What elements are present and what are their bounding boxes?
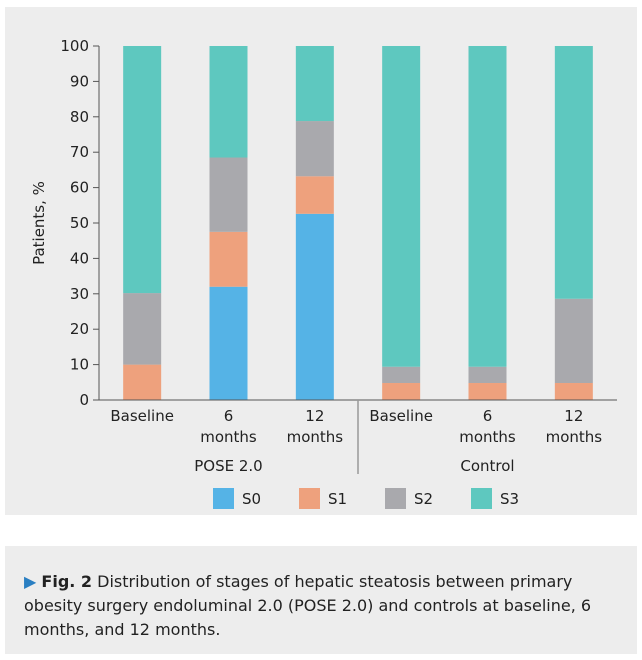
y-tick-label: 70 <box>70 143 89 161</box>
bar-segment-s1 <box>382 383 420 400</box>
bar-segment-s0 <box>296 214 334 400</box>
y-tick-label: 30 <box>70 285 89 303</box>
bar-segment-s1 <box>210 232 248 287</box>
bar-segment-s3 <box>296 46 334 121</box>
legend-label: S1 <box>328 490 347 508</box>
bar-segment-s2 <box>210 158 248 232</box>
bar-segment-s3 <box>123 46 161 293</box>
group-label: Control <box>460 457 514 475</box>
y-tick-label: 80 <box>70 108 89 126</box>
x-tick-label: months <box>459 428 516 446</box>
x-tick-label: months <box>287 428 344 446</box>
legend-swatch-s3 <box>471 488 492 509</box>
bar-segment-s3 <box>469 46 507 367</box>
group-label: POSE 2.0 <box>194 457 262 475</box>
bar-segment-s3 <box>382 46 420 367</box>
y-axis-title: Patients, % <box>30 181 48 265</box>
caption-marker-icon: ▶ <box>24 572 36 591</box>
legend-swatch-s2 <box>385 488 406 509</box>
figure-caption: ▶ Fig. 2 Distribution of stages of hepat… <box>24 570 624 642</box>
legend-label: S3 <box>500 490 519 508</box>
y-tick-label: 50 <box>70 214 89 232</box>
bar-segment-s2 <box>469 367 507 383</box>
stacked-bar-chart: 0 10 20 30 40 50 60 70 80 90 100 Baseline 6 months 12 m… <box>5 7 637 515</box>
bar-segment-s1 <box>555 383 593 400</box>
caption-figure-label: Fig. 2 <box>41 572 92 591</box>
bar-segment-s1 <box>296 176 334 214</box>
y-tick-label: 60 <box>70 179 89 197</box>
x-tick-label: Baseline <box>369 407 433 425</box>
y-tick-label: 90 <box>70 72 89 90</box>
bar-segment-s2 <box>123 293 161 365</box>
bar-segment-s2 <box>555 299 593 383</box>
x-tick-label: 12 <box>305 407 324 425</box>
legend-label: S0 <box>242 490 261 508</box>
caption-text: Distribution of stages of hepatic steato… <box>24 572 591 639</box>
x-tick-label: months <box>200 428 257 446</box>
y-tick-label: 40 <box>70 249 89 267</box>
caption-panel: ▶ Fig. 2 Distribution of stages of hepat… <box>5 546 637 654</box>
bar-segment-s2 <box>382 367 420 383</box>
legend-swatch-s1 <box>299 488 320 509</box>
bar-segment-s1 <box>123 365 161 400</box>
legend-label: S2 <box>414 490 433 508</box>
bar-segment-s3 <box>555 46 593 299</box>
x-tick-label: 6 <box>224 407 234 425</box>
bar-segment-s1 <box>469 383 507 400</box>
x-tick-label: Baseline <box>110 407 174 425</box>
bar-segment-s2 <box>296 121 334 176</box>
bar-segment-s3 <box>210 46 248 158</box>
legend-swatch-s0 <box>213 488 234 509</box>
x-tick-label: months <box>546 428 603 446</box>
y-tick-label: 10 <box>70 356 89 374</box>
y-tick-label: 20 <box>70 320 89 338</box>
y-tick-label: 0 <box>79 391 89 409</box>
x-tick-label: 12 <box>564 407 583 425</box>
x-tick-label: 6 <box>483 407 493 425</box>
y-tick-label: 100 <box>60 37 89 55</box>
bar-segment-s0 <box>210 287 248 400</box>
chart-panel: 0 10 20 30 40 50 60 70 80 90 100 Baseline 6 months 12 m… <box>5 7 637 515</box>
